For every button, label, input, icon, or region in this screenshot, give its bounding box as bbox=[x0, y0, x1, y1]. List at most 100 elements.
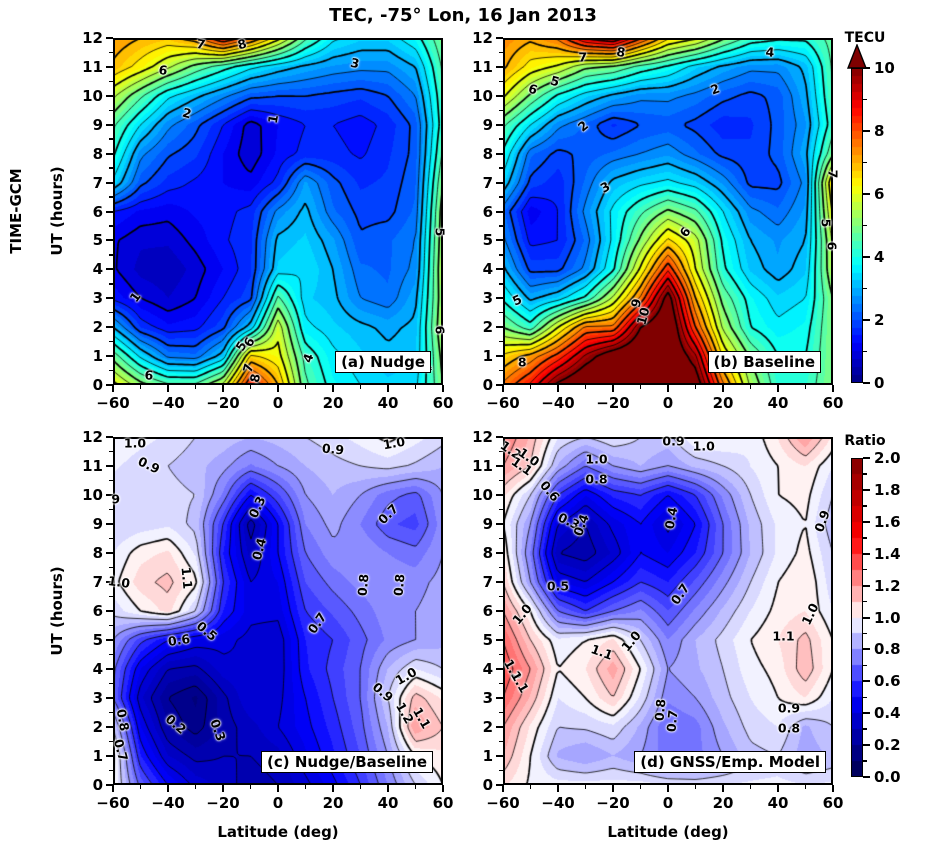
colorbar-tick bbox=[863, 520, 870, 523]
panel-label-d: (d) GNSS/Emp. Model bbox=[634, 750, 826, 773]
x-axis-label-c: Latitude (deg) bbox=[217, 823, 339, 841]
y-tick-label: 5 bbox=[92, 631, 103, 649]
x-minor-tick bbox=[584, 785, 587, 789]
panel-label-b: (b) Baseline bbox=[707, 350, 821, 373]
colorbar-tick bbox=[863, 382, 870, 384]
y-minor-tick bbox=[109, 711, 113, 714]
colorbar-tick-label: 2.0 bbox=[874, 449, 901, 467]
y-tick-label: 6 bbox=[482, 202, 493, 221]
y-tick-label: 7 bbox=[482, 573, 493, 591]
y-tick bbox=[106, 384, 113, 386]
y-minor-tick bbox=[499, 769, 503, 772]
y-tick bbox=[106, 494, 113, 496]
y-tick bbox=[106, 639, 113, 641]
x-tick bbox=[777, 385, 779, 392]
x-tick-label: 60 bbox=[432, 794, 454, 812]
y-tick bbox=[496, 94, 503, 97]
y-tick-label: 12 bbox=[472, 428, 493, 446]
y-tick-label: 2 bbox=[92, 718, 103, 736]
x-tick bbox=[387, 385, 389, 392]
y-tick bbox=[496, 210, 503, 213]
colorbar-tick bbox=[863, 488, 870, 491]
y-tick-label: 7 bbox=[92, 173, 103, 192]
y-minor-tick bbox=[109, 51, 113, 54]
colorbar-tick bbox=[863, 744, 870, 747]
colorbar-tick bbox=[863, 584, 870, 587]
x-tick-label: 20 bbox=[712, 794, 734, 812]
colorbar-tick bbox=[863, 193, 870, 195]
y-minor-tick bbox=[109, 254, 113, 256]
y-minor-tick bbox=[499, 283, 503, 285]
y-tick-label: 11 bbox=[82, 57, 103, 76]
y-tick bbox=[496, 523, 503, 525]
y-minor-tick bbox=[109, 624, 113, 627]
y-minor-tick bbox=[499, 508, 503, 511]
x-tick-label: 0 bbox=[272, 394, 284, 412]
x-tick bbox=[722, 385, 724, 392]
y-tick-label: 1 bbox=[92, 347, 103, 366]
y-minor-tick bbox=[499, 51, 503, 54]
x-tick-label: 40 bbox=[377, 394, 399, 412]
y-tick-label: 2 bbox=[92, 318, 103, 337]
contour-label: 1.0 bbox=[123, 435, 147, 451]
x-tick bbox=[557, 785, 559, 792]
x-tick bbox=[832, 385, 834, 392]
y-tick-label: 4 bbox=[92, 660, 103, 678]
x-tick-label: 0 bbox=[662, 394, 674, 412]
y-tick bbox=[106, 268, 113, 271]
colorbar-tick-label: 0.6 bbox=[874, 672, 901, 691]
contour-label: 0.8 bbox=[390, 573, 408, 597]
contour-label: 0.9 bbox=[662, 433, 685, 449]
y-tick-label: 7 bbox=[92, 573, 103, 591]
y-tick-label: 6 bbox=[482, 602, 493, 620]
y-minor-tick bbox=[109, 537, 113, 540]
colorbar-tick bbox=[863, 712, 870, 715]
colorbar-tick-label: 0.4 bbox=[874, 704, 901, 723]
contour-label: 0.6 bbox=[166, 631, 192, 649]
y-minor-tick bbox=[499, 479, 503, 482]
x-tick-label: −40 bbox=[151, 794, 185, 812]
contour-label: 1.1 bbox=[178, 565, 196, 590]
x-minor-tick bbox=[749, 785, 752, 789]
y-tick-label: 5 bbox=[482, 231, 493, 250]
colorbar-minor-tick bbox=[863, 696, 867, 698]
y-tick-label: 0 bbox=[482, 376, 493, 394]
y-tick bbox=[496, 581, 503, 583]
y-minor-tick bbox=[109, 595, 113, 598]
colorbar-minor-tick bbox=[863, 473, 867, 475]
colorbar-tick bbox=[863, 648, 870, 651]
y-tick bbox=[106, 123, 113, 126]
x-minor-tick bbox=[414, 785, 417, 789]
y-tick-label: 10 bbox=[472, 486, 493, 504]
x-tick bbox=[722, 785, 724, 792]
y-minor-tick bbox=[109, 369, 113, 372]
x-tick bbox=[832, 785, 834, 792]
y-tick bbox=[106, 726, 113, 728]
panel-label-a: (a) Nudge bbox=[335, 350, 431, 373]
y-tick-label: 12 bbox=[82, 428, 103, 446]
y-tick-label: 0 bbox=[482, 776, 493, 794]
colorbar-tick-label: 1.8 bbox=[874, 480, 901, 499]
y-tick-label: 0 bbox=[92, 776, 103, 794]
y-tick-label: 3 bbox=[482, 689, 493, 707]
y-minor-tick bbox=[499, 682, 503, 685]
colorbar-minor-tick bbox=[863, 98, 867, 101]
figure-title: TEC, -75° Lon, 16 Jan 2013 bbox=[329, 5, 597, 26]
y-minor-tick bbox=[109, 769, 113, 772]
y-tick bbox=[496, 639, 503, 641]
y-minor-tick bbox=[499, 196, 503, 198]
y-minor-tick bbox=[499, 711, 503, 714]
y-tick bbox=[496, 755, 503, 757]
y-minor-tick bbox=[499, 138, 503, 140]
y-tick-label: 8 bbox=[92, 544, 103, 562]
x-tick bbox=[222, 385, 224, 392]
y-tick-label: 10 bbox=[82, 86, 103, 105]
y-tick bbox=[496, 465, 503, 467]
contour-label: 0.7 bbox=[663, 709, 681, 733]
y-minor-tick bbox=[499, 653, 503, 656]
y-minor-tick bbox=[109, 653, 113, 656]
colorbar-title-ratio: Ratio bbox=[844, 433, 886, 449]
colorbar-tick-label: 8 bbox=[874, 122, 885, 140]
y-tick-label: 1 bbox=[482, 347, 493, 366]
y-tick bbox=[106, 152, 113, 155]
